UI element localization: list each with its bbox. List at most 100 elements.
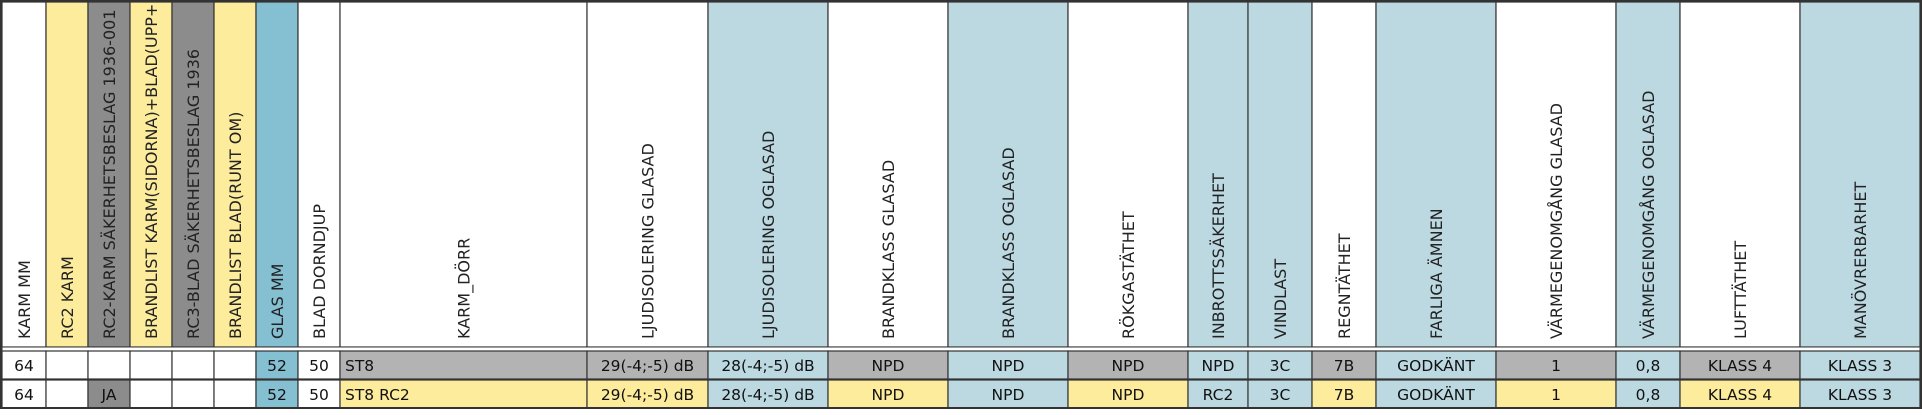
cell-value: NPD bbox=[1112, 357, 1145, 375]
cell-value: 1 bbox=[1551, 357, 1561, 375]
cell-value: GODKÄNT bbox=[1397, 385, 1475, 404]
column-header-label: VÄRMEGENOMGÅNG GLASAD bbox=[1547, 103, 1566, 339]
column-header-label: RC3-BLAD SÄKERHETSBESLAG 1936 bbox=[184, 49, 203, 339]
table-cell bbox=[947, 350, 1069, 380]
cell-value: 28(-4;-5) dB bbox=[721, 357, 814, 375]
column-header-label: LJUDISOLERING GLASAD bbox=[639, 143, 658, 339]
column-header-label: VINDLAST bbox=[1271, 259, 1290, 339]
cell-value: 29(-4;-5) dB bbox=[601, 357, 694, 375]
table-cell bbox=[213, 350, 257, 380]
cell-value: 0,8 bbox=[1636, 357, 1661, 375]
table-cell bbox=[1799, 379, 1921, 409]
column-header-label: KARM MM bbox=[15, 260, 34, 339]
cell-value: GODKÄNT bbox=[1397, 356, 1475, 375]
table-cell bbox=[45, 350, 89, 380]
table-cell bbox=[213, 379, 257, 409]
header-divider bbox=[1, 346, 1921, 352]
header-cell bbox=[586, 1, 709, 348]
cell-value: 3C bbox=[1270, 386, 1291, 404]
table-cell bbox=[1615, 350, 1681, 380]
header-cell bbox=[1615, 1, 1681, 348]
table-cell bbox=[827, 350, 949, 380]
column-header-label: FARLIGA ÄMNEN bbox=[1427, 208, 1446, 339]
table-cell bbox=[1679, 350, 1801, 380]
cell-value: NPD bbox=[1112, 386, 1145, 404]
cell-value: KLASS 4 bbox=[1708, 386, 1772, 404]
cell-value: 29(-4;-5) dB bbox=[601, 386, 694, 404]
table-cell bbox=[1311, 379, 1377, 409]
column-header-label: BRANDLIST BLAD(RUNT OM) bbox=[226, 112, 245, 339]
cell-value: 1 bbox=[1551, 386, 1561, 404]
cell-value: KLASS 3 bbox=[1828, 386, 1892, 404]
table-cell bbox=[339, 379, 588, 409]
cell-value: 28(-4;-5) dB bbox=[721, 386, 814, 404]
column-header-label: MANÖVRERBARHET bbox=[1851, 182, 1870, 340]
cell-value: ST8 bbox=[345, 357, 374, 375]
column-header-label: RC2 KARM bbox=[58, 256, 77, 339]
cell-value: 64 bbox=[14, 386, 34, 404]
cell-value: KLASS 3 bbox=[1828, 357, 1892, 375]
column-header-label: BRANDKLASS GLASAD bbox=[879, 160, 898, 339]
table-cell bbox=[129, 350, 173, 380]
header-cell bbox=[827, 1, 949, 348]
table-cell bbox=[297, 379, 341, 409]
cell-value: 64 bbox=[14, 357, 34, 375]
table-cell bbox=[297, 350, 341, 380]
header-cell bbox=[947, 1, 1069, 348]
table-cell bbox=[1187, 379, 1249, 409]
column-header-label: LJUDISOLERING OGLASAD bbox=[759, 131, 778, 339]
cell-value: ST8 RC2 bbox=[345, 386, 410, 404]
table-cell bbox=[947, 379, 1069, 409]
column-header-label: INBROTTSSÄKERHET bbox=[1209, 173, 1228, 339]
table-cell bbox=[707, 379, 829, 409]
table-cell bbox=[1679, 379, 1801, 409]
header-cell bbox=[129, 1, 173, 348]
table-cell bbox=[339, 350, 588, 380]
header-cell bbox=[1247, 1, 1313, 348]
table-cell bbox=[1375, 350, 1497, 380]
cell-value: NPD bbox=[872, 386, 905, 404]
cell-value: NPD bbox=[992, 357, 1025, 375]
cell-value: NPD bbox=[1202, 357, 1235, 375]
column-header-label: BRANDLIST KARM(SIDORNA)+BLAD(UPP+NER bbox=[142, 0, 161, 339]
cell-value: 7B bbox=[1334, 357, 1355, 375]
cell-value: 7B bbox=[1334, 386, 1355, 404]
header-cell bbox=[1, 1, 47, 348]
table-cell bbox=[1615, 379, 1681, 409]
cell-value: RC2 bbox=[1203, 386, 1234, 404]
cell-value: 0,8 bbox=[1636, 386, 1661, 404]
column-header-label: RC2-KARM SÄKERHETSBESLAG 1936-001 bbox=[100, 10, 119, 340]
column-header-label: REGNTÄTHET bbox=[1335, 233, 1354, 339]
table-cell bbox=[707, 350, 829, 380]
cell-value: 52 bbox=[267, 357, 287, 375]
cell-value: JA bbox=[101, 386, 117, 404]
table-cell bbox=[1187, 350, 1249, 380]
table-cell bbox=[1, 350, 47, 380]
table-cell bbox=[129, 379, 173, 409]
header-cell bbox=[213, 1, 257, 348]
column-header-label: VÄRMEGENOMGÅNG OGLASAD bbox=[1639, 90, 1658, 339]
table-cell bbox=[1247, 379, 1313, 409]
table-cell bbox=[1495, 379, 1617, 409]
table-cell bbox=[1067, 379, 1189, 409]
table-cell bbox=[171, 350, 215, 380]
column-header-label: BRANDKLASS OGLASAD bbox=[999, 147, 1018, 339]
cell-value: NPD bbox=[992, 386, 1025, 404]
table-cell bbox=[171, 379, 215, 409]
table-cell bbox=[827, 379, 949, 409]
cell-value: 50 bbox=[309, 386, 329, 404]
header-cell bbox=[1311, 1, 1377, 348]
cell-value: 50 bbox=[309, 357, 329, 375]
column-header-label: GLAS MM bbox=[268, 264, 287, 339]
table-cell bbox=[1495, 350, 1617, 380]
header-cell bbox=[1679, 1, 1801, 348]
table-cell bbox=[87, 350, 131, 380]
column-header-label: RÖKGASTÄTHET bbox=[1119, 211, 1138, 339]
header-cell bbox=[297, 1, 341, 348]
header-cell bbox=[1375, 1, 1497, 348]
column-header-label: LUFTTÄTHET bbox=[1731, 241, 1750, 339]
cell-value: KLASS 4 bbox=[1708, 357, 1772, 375]
